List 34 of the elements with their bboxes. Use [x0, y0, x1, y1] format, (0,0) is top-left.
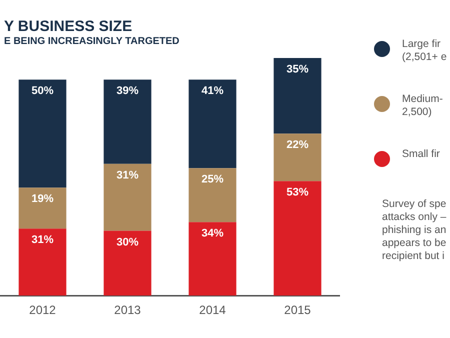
x-tick-label: 2014 [199, 303, 226, 318]
data-label: 30% [116, 236, 139, 248]
x-tick-label: 2013 [114, 303, 142, 318]
data-label: 41% [201, 85, 224, 98]
bar [104, 230, 152, 296]
data-label: 31% [31, 234, 54, 246]
bar [274, 181, 322, 296]
data-label: 34% [201, 228, 224, 240]
legend-label: Small fir [402, 148, 441, 161]
data-label: 50% [31, 85, 54, 98]
data-label: 35% [286, 64, 309, 76]
bar [104, 164, 152, 231]
bar [274, 58, 322, 134]
legend-label: Medium- 2,500) [402, 93, 444, 119]
bar [188, 222, 236, 296]
data-label: 22% [286, 139, 309, 152]
bar [188, 80, 236, 168]
bar [188, 168, 236, 222]
bar [274, 134, 322, 182]
x-tick-label: 2015 [284, 303, 312, 318]
bar [18, 188, 66, 229]
text: Survey of spe attacks only – phishing is an appears to be recipient but i [382, 198, 448, 263]
bar [18, 80, 66, 188]
bar [104, 80, 152, 164]
legend-label: Large fir (2,501+ e [402, 38, 448, 64]
x-tick-label: 2012 [29, 303, 56, 318]
data-label: 39% [116, 85, 139, 98]
data-label: 19% [31, 193, 54, 206]
data-label: 53% [286, 186, 309, 199]
bar [18, 228, 66, 296]
data-label: 31% [116, 169, 139, 182]
data-label: 25% [201, 174, 224, 186]
chart-title: Y BUSINESS SIZE [4, 18, 132, 35]
chart-subtitle: E BEING INCREASINGLY TARGETED [4, 36, 180, 47]
